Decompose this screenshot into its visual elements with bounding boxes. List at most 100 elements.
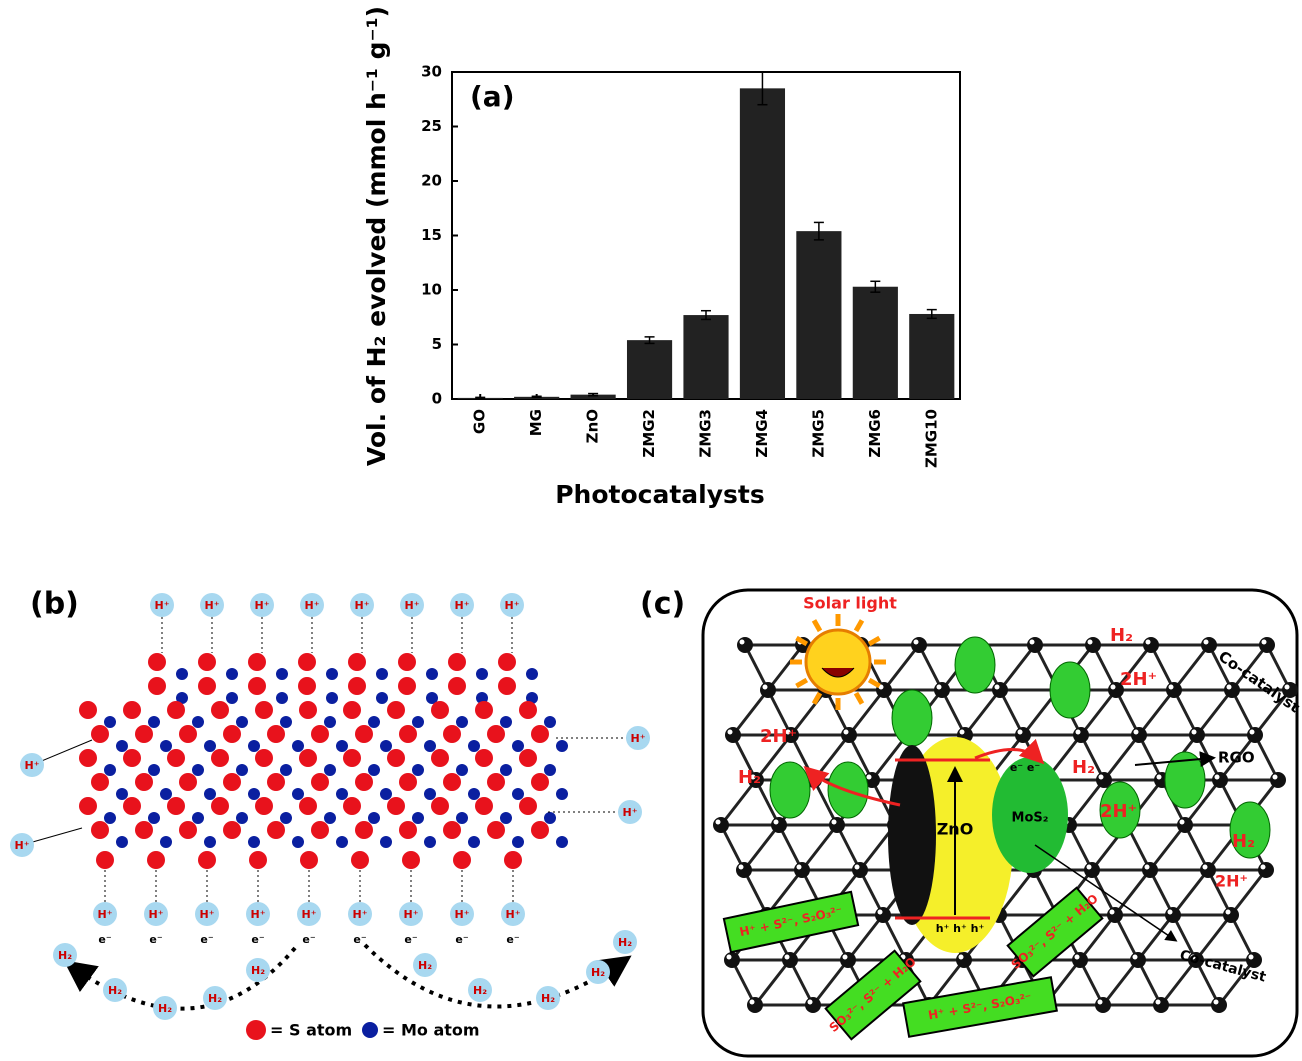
atom [223,821,241,839]
atom [475,749,493,767]
carbon-shine [1133,955,1138,960]
carbon [1142,862,1158,878]
carbon-shine [1088,640,1093,645]
carbon [1247,727,1263,743]
atom [236,716,248,728]
carbon [1143,637,1159,653]
atom [211,797,229,815]
carbon-shine [1261,865,1266,870]
atom [311,773,329,791]
label: Solar light [803,594,897,613]
atom [368,764,380,776]
atom [123,797,141,815]
atom [456,716,468,728]
error-bar [532,396,542,397]
carbon-shine [937,685,942,690]
x-tick-label: MG [527,409,545,436]
electron: e⁻ [353,933,366,946]
atom [500,716,512,728]
electron: e⁻ [200,933,213,946]
atom [355,821,373,839]
bubble-text: H⁺ [254,599,269,612]
atom [424,836,436,848]
atom [387,749,405,767]
carbon-shine [855,865,860,870]
bubble-text: H₂ [251,964,265,977]
carbon [713,817,729,833]
atom [96,851,114,869]
y-tick-label: 20 [421,172,442,190]
atom [299,749,317,767]
carbon-shine [960,730,965,735]
bubble-text: H⁺ [505,908,520,921]
atom [311,821,329,839]
bubble-text: H⁺ [204,599,219,612]
atom [368,812,380,824]
carbon [840,952,856,968]
atom [431,797,449,815]
atom [179,821,197,839]
bubble-text: H₂ [418,959,432,972]
bubble-text: H₂ [158,1002,172,1015]
atom [248,788,260,800]
carbon [1107,907,1123,923]
atom [431,701,449,719]
atom [512,740,524,752]
bubble-text: H⁺ [622,806,637,819]
atom [424,740,436,752]
atom [223,725,241,743]
panel-label: (a) [470,80,515,113]
atom [236,812,248,824]
atom [519,749,537,767]
bubble-text: H⁺ [24,759,39,772]
label: H₂ [1072,757,1095,778]
carbon [747,997,763,1013]
carbon-shine [785,955,790,960]
carbon [1212,772,1228,788]
label: H₂ [738,767,761,788]
green-site [1050,662,1090,718]
carbon-shine [1018,730,1023,735]
atom [176,668,188,680]
atom [167,797,185,815]
atom [399,821,417,839]
carbon-shine [727,955,732,960]
carbon-shine [914,640,919,645]
atom [456,812,468,824]
atom [487,773,505,791]
carbon [1084,862,1100,878]
label: 2H⁺ [1215,872,1248,891]
atom [148,716,160,728]
atom [280,812,292,824]
atom [280,716,292,728]
atom [544,812,556,824]
carbon-shine [1111,685,1116,690]
atom [402,851,420,869]
carbon-shine [843,955,848,960]
carbon [841,727,857,743]
atom [544,764,556,776]
carbon-shine [832,820,837,825]
atom [248,677,266,695]
carbon-shine [1169,685,1174,690]
error-bar [475,397,485,398]
atom [148,764,160,776]
atom [343,749,361,767]
atom [198,677,216,695]
atom [148,812,160,824]
carbon-shine [763,685,768,690]
atom [475,701,493,719]
atom [249,851,267,869]
bubble-text: H⁺ [454,908,469,921]
atom [255,797,273,815]
carbon [1189,727,1205,743]
atom [211,749,229,767]
carbon-shine [1134,730,1139,735]
carbon [1223,907,1239,923]
carbon [934,682,950,698]
atom [343,701,361,719]
atom [192,716,204,728]
atom [167,749,185,767]
atom [148,677,166,695]
carbon [724,952,740,968]
